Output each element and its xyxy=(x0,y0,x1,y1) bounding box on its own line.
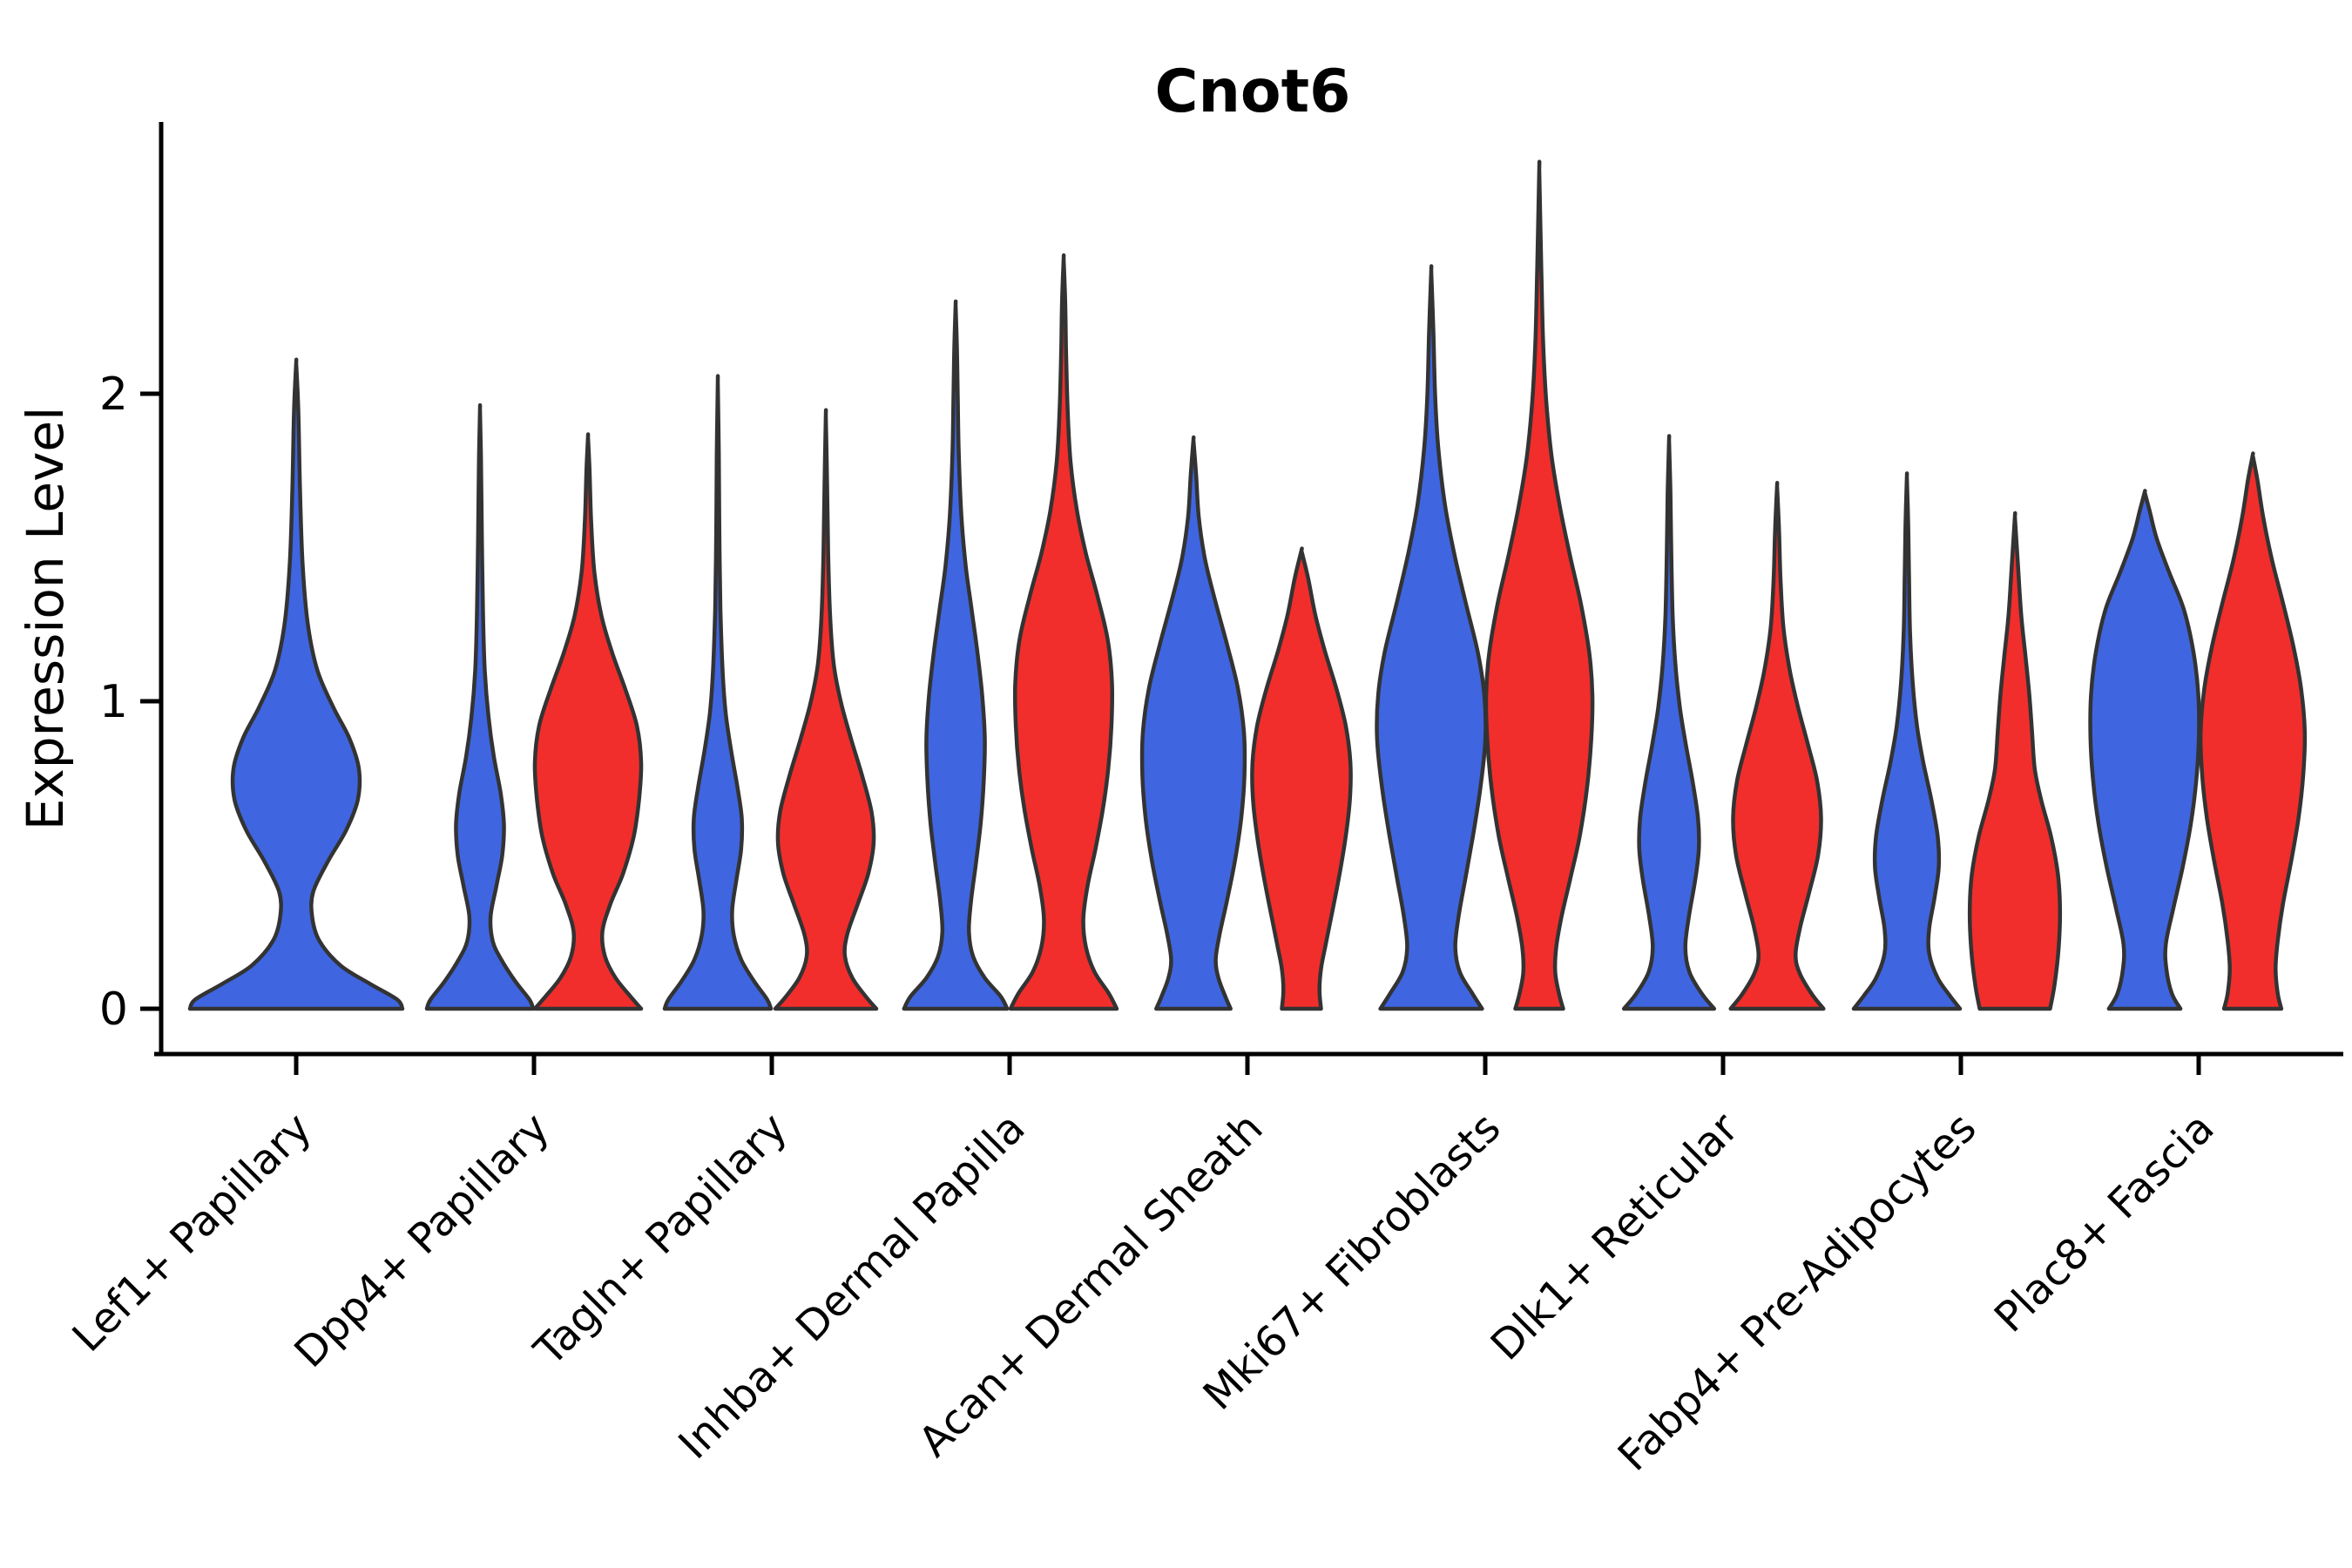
y-tick-label: 1 xyxy=(99,676,128,728)
violin-inhba-dermal-papilla-red xyxy=(1008,253,1119,1011)
violin-inhba-dermal-papilla-blue xyxy=(902,299,1010,1011)
violin-tagln-papillary-red xyxy=(773,408,879,1011)
chart-title: Cnot6 xyxy=(1155,57,1351,126)
axes xyxy=(140,122,2343,1075)
violin-plac8-fascia-blue xyxy=(2088,489,2201,1011)
violin-dlk1-reticular-blue xyxy=(1621,434,1717,1011)
violin-dlk1-reticular-red xyxy=(1728,481,1826,1011)
y-axis-label: Expression Level xyxy=(16,407,75,830)
violin-mki67-fibroblasts-red xyxy=(1484,159,1595,1011)
y-tick-label: 0 xyxy=(99,983,128,1036)
violins-group xyxy=(187,159,2308,1011)
x-tick-label: Lef1+ Papillary xyxy=(64,1104,321,1362)
violin-mki67-fibroblasts-blue xyxy=(1375,264,1488,1011)
violin-lef1-papillary-blue xyxy=(187,357,405,1011)
violin-acan-dermal-sheath-blue xyxy=(1139,435,1247,1011)
x-tick-label: Tagln+ Papillary xyxy=(524,1104,796,1375)
violin-acan-dermal-sheath-red xyxy=(1250,546,1353,1011)
violin-dpp4-papillary-red xyxy=(532,432,644,1011)
y-tick-labels: 0 1 2 xyxy=(99,368,128,1036)
violin-plac8-fascia-red xyxy=(2198,451,2308,1011)
violin-tagln-papillary-blue xyxy=(662,374,774,1011)
y-tick-label: 2 xyxy=(99,368,128,421)
x-tick-label: Plac8+ Fascia xyxy=(1985,1104,2224,1342)
violin-fabp4-pre-adipocytes-blue xyxy=(1851,471,1963,1011)
violin-dpp4-papillary-blue xyxy=(424,402,536,1011)
violin-fabp4-pre-adipocytes-red xyxy=(1967,510,2063,1011)
x-tick-label: Dlk1+ Reticular xyxy=(1482,1104,1748,1370)
x-tick-label: Dpp4+ Papillary xyxy=(285,1104,558,1377)
